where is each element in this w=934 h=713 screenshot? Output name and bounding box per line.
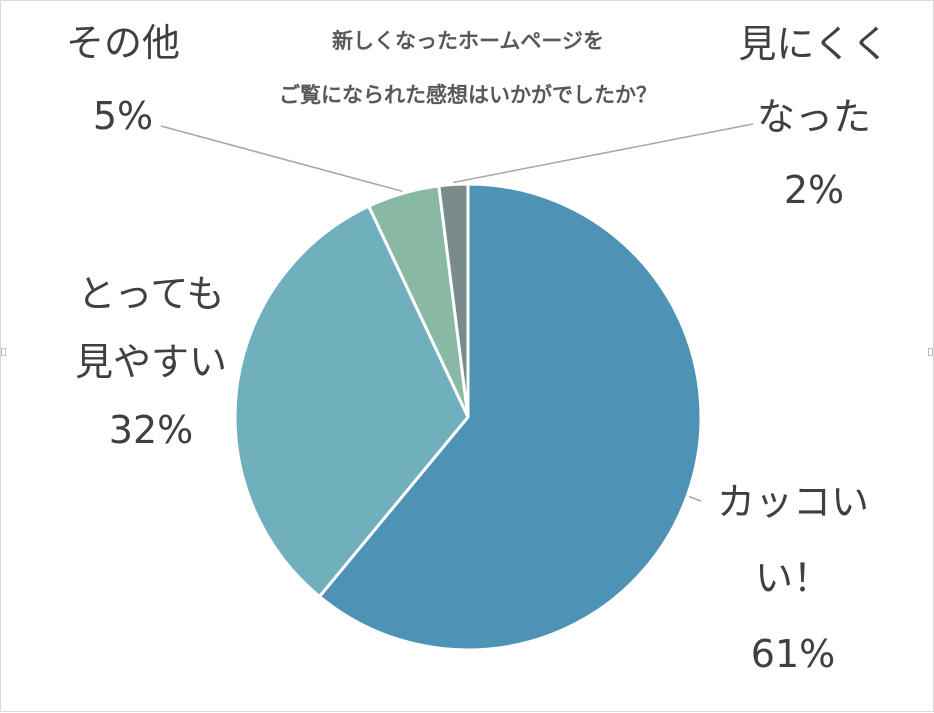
pie-slice-2 bbox=[233, 204, 470, 599]
data-label-1-line-3: 61% bbox=[751, 632, 835, 676]
resize-handle-right[interactable] bbox=[928, 348, 933, 356]
leader-lines bbox=[160, 123, 754, 502]
data-label-3-line-2: 5% bbox=[93, 94, 153, 138]
leader-line-1 bbox=[688, 495, 702, 502]
data-label-2-line-3: 32% bbox=[109, 408, 193, 452]
data-label-4-line-3: 2% bbox=[784, 168, 844, 212]
chart-title-line-1: 新しくなったホームページを bbox=[332, 29, 604, 53]
data-label-2-line-1: とっても bbox=[77, 272, 224, 316]
data-label-4-line-1: 見にくく bbox=[738, 22, 889, 66]
data-label-1-line-1: カッコい bbox=[717, 480, 869, 524]
chart-title-line-2: ご覧になられた感想はいかがでしたか？ bbox=[279, 83, 657, 107]
pie-slice-4 bbox=[437, 182, 470, 419]
pie-slice-1 bbox=[317, 182, 703, 652]
leader-line-4 bbox=[453, 123, 754, 184]
data-label-4-line-2: なった bbox=[757, 95, 871, 139]
data-label-2-line-2: 見やすい bbox=[75, 340, 227, 384]
data-label-3-line-1: その他 bbox=[66, 21, 180, 65]
data-label-1-line-2: い！ bbox=[755, 556, 831, 600]
pie-slices bbox=[233, 182, 703, 652]
leader-line-3 bbox=[160, 125, 403, 193]
resize-handle-left[interactable] bbox=[1, 348, 6, 356]
chart-title: 新しくなったホームページを ご覧になられた感想はいかがでしたか？ bbox=[279, 29, 657, 107]
